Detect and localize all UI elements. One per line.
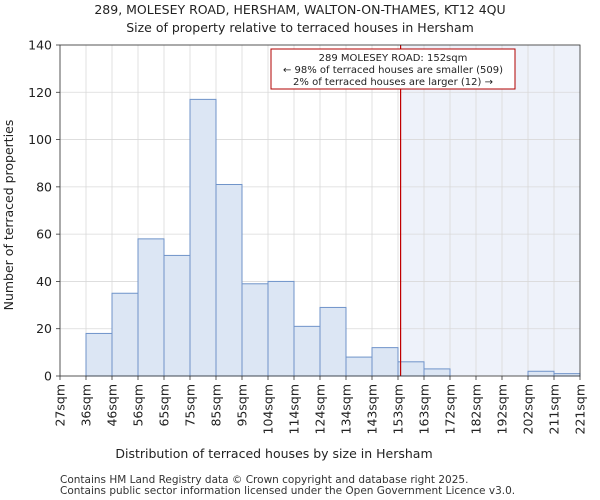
histogram-bar	[111, 292, 139, 377]
histogram-bar	[267, 280, 295, 377]
x-tick-label: 95sqm	[235, 384, 250, 427]
x-tick-label: 143sqm	[365, 384, 380, 434]
y-tick-label: 20	[36, 321, 52, 336]
y-tick-label: 40	[36, 274, 52, 289]
x-tick-label: 46sqm	[105, 384, 120, 427]
histogram-bar	[293, 325, 321, 377]
y-ticks-layer: 0 20 40 60 80 100 120 140	[28, 38, 60, 384]
footer-line-1: Contains HM Land Registry data © Crown c…	[60, 474, 468, 486]
x-tick-label: 124sqm	[313, 384, 328, 434]
histogram-bar	[85, 332, 113, 377]
annotation-frame	[270, 48, 516, 90]
x-tick-label: 75sqm	[183, 384, 198, 427]
histogram-bar	[423, 368, 451, 377]
y-axis-label: Number of terraced properties	[1, 120, 16, 311]
annotation-line-1: 289 MOLESEY ROAD: 152sqm	[319, 53, 468, 64]
histogram-bar	[137, 238, 165, 377]
histogram-bar	[397, 361, 425, 377]
x-tick-label: 182sqm	[469, 384, 484, 434]
larger-region-layer	[400, 45, 580, 376]
histogram-bar	[527, 370, 555, 377]
x-tick-label: 192sqm	[495, 384, 510, 434]
histogram-bar	[241, 283, 269, 377]
x-tick-label: 211sqm	[547, 384, 562, 434]
annotation-line-2: ← 98% of terraced houses are smaller (50…	[283, 65, 503, 76]
y-tick-label: 120	[28, 85, 52, 100]
chart-subtitle: Size of property relative to terraced ho…	[126, 20, 474, 35]
y-tick-label: 140	[28, 38, 52, 53]
x-tick-label: 56sqm	[131, 384, 146, 427]
histogram-bar	[371, 347, 399, 377]
x-tick-label: 172sqm	[443, 384, 458, 434]
x-tick-label: 153sqm	[391, 384, 406, 434]
bars-layer	[85, 98, 581, 377]
histogram-bar	[345, 356, 373, 377]
x-tick-label: 85sqm	[209, 384, 224, 427]
chart-title: 289, MOLESEY ROAD, HERSHAM, WALTON-ON-TH…	[94, 2, 505, 17]
histogram-bar	[189, 98, 217, 377]
histogram-bar	[163, 254, 191, 377]
y-tick-label: 80	[36, 179, 52, 194]
y-tick-label: 100	[28, 132, 52, 147]
y-tick-label: 0	[44, 369, 52, 384]
x-tick-label: 163sqm	[417, 384, 432, 434]
x-tick-label: 134sqm	[339, 384, 354, 434]
x-tick-label: 114sqm	[287, 384, 302, 434]
x-tick-label: 27sqm	[53, 384, 68, 427]
x-tick-label: 104sqm	[261, 384, 276, 434]
x-tick-label: 221sqm	[573, 384, 588, 434]
x-tick-label: 202sqm	[521, 384, 536, 434]
larger-region	[400, 45, 580, 376]
x-tick-label: 36sqm	[79, 384, 94, 427]
footer-line-2: Contains public sector information licen…	[60, 485, 515, 497]
y-tick-label: 60	[36, 227, 52, 242]
histogram-bar	[319, 306, 347, 377]
annotation-line-3: 2% of terraced houses are larger (12) →	[293, 77, 493, 88]
x-ticks-layer: 27sqm 36sqm 46sqm 56sqm 65sqm 75sqm 85sqm 95sqm…	[53, 376, 588, 434]
annotation-box: 289 MOLESEY ROAD: 152sqm ← 98% of terrac…	[270, 48, 516, 90]
histogram-bar	[215, 183, 243, 377]
x-tick-label: 65sqm	[157, 384, 172, 427]
x-axis-label: Distribution of terraced houses by size …	[115, 446, 432, 461]
